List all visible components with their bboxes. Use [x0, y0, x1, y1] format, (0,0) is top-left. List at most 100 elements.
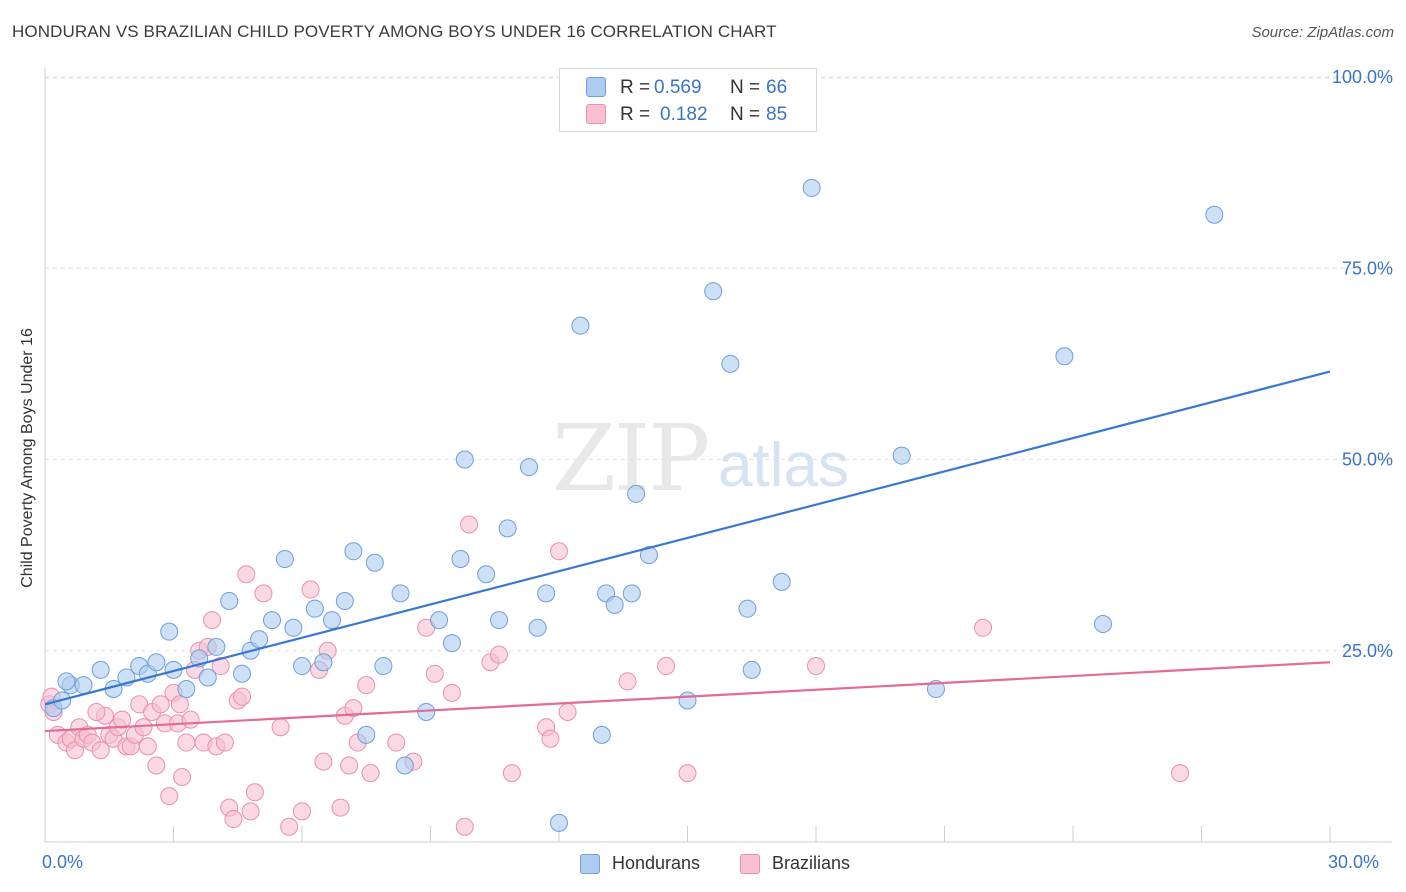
brazilian-point	[550, 542, 568, 561]
brazilian-point	[541, 729, 560, 748]
brazilian-point	[254, 584, 273, 603]
n-label: N =	[730, 77, 761, 98]
honduran-point	[220, 592, 239, 611]
y-tick-label: 75.0%	[1342, 258, 1393, 278]
honduran-point	[357, 725, 376, 744]
brazilian-point	[203, 611, 222, 630]
brazilian-point	[460, 515, 479, 534]
brazilian-point	[138, 737, 157, 756]
honduran-point	[892, 446, 911, 465]
brazilian-point	[490, 645, 509, 664]
brazilian-point	[807, 657, 825, 676]
honduran-point	[391, 584, 410, 603]
honduran-point	[374, 657, 393, 676]
brazilian-point	[215, 733, 234, 752]
brazilian-point	[387, 733, 406, 752]
honduran-point	[520, 458, 539, 477]
y-tick-labels: 25.0% 50.0% 75.0% 100.0%	[1332, 67, 1393, 661]
hondurans-swatch	[580, 854, 600, 874]
honduran-point	[250, 630, 269, 649]
honduran-point	[455, 450, 474, 469]
n-label: N =	[730, 104, 761, 125]
brazilian-point	[233, 687, 252, 706]
honduran-point	[160, 622, 179, 641]
legend-row-hondurans: R = 0.569 N = 66	[560, 73, 816, 101]
brazilian-point	[113, 710, 132, 729]
r-value: 0.182	[660, 104, 708, 125]
hondurans-swatch	[586, 77, 606, 97]
honduran-point	[528, 618, 547, 637]
brazilian-point	[91, 741, 110, 760]
honduran-point	[772, 572, 791, 591]
honduran-point	[293, 657, 311, 676]
source-label: Source: ZipAtlas.com	[1251, 24, 1394, 41]
brazilian-point	[657, 657, 676, 676]
honduran-point	[742, 660, 761, 679]
legend-row-brazilians: R = 0.182 N = 85	[560, 100, 816, 128]
brazilian-point	[314, 752, 333, 771]
honduran-point	[344, 542, 363, 561]
honduran-point	[314, 653, 333, 672]
brazilian-point	[502, 764, 521, 783]
brazilian-point	[280, 817, 299, 836]
brazilian-point	[974, 618, 993, 637]
x-tick-marks	[173, 826, 1331, 842]
honduran-point	[147, 653, 166, 672]
honduran-point	[263, 611, 282, 630]
honduran-point	[365, 553, 384, 572]
brazilian-point	[558, 702, 577, 721]
honduran-point	[395, 756, 414, 775]
honduran-point	[678, 691, 697, 710]
r-label: R =	[620, 104, 651, 125]
honduran-point	[1205, 205, 1224, 224]
brazilian-point	[147, 756, 166, 775]
honduran-point	[198, 668, 217, 687]
hondurans-trend-line	[44, 370, 1331, 706]
brazilians-swatch	[740, 854, 760, 874]
brazilian-point	[442, 683, 461, 702]
honduran-point	[802, 178, 821, 197]
honduran-point	[627, 484, 646, 503]
brazilian-point	[425, 664, 444, 683]
brazilian-point	[340, 756, 359, 775]
hondurans-points	[44, 178, 1224, 832]
watermark-atlas: atlas	[718, 431, 849, 500]
honduran-point	[91, 660, 110, 679]
honduran-point	[704, 282, 723, 301]
brazilian-point	[87, 702, 106, 721]
honduran-point	[639, 546, 658, 565]
brazilian-point	[177, 733, 196, 752]
r-value: 0.569	[654, 77, 702, 98]
n-value: 66	[766, 77, 788, 98]
legend-label: Brazilians	[772, 853, 851, 873]
r-label: R =	[620, 77, 651, 98]
trend-lines	[44, 370, 1331, 733]
brazilian-point	[293, 802, 311, 821]
brazilian-point	[245, 783, 264, 802]
brazilian-point	[134, 718, 153, 737]
honduran-point	[477, 565, 496, 584]
brazilian-point	[357, 676, 376, 695]
x-tick-label-min: 0.0%	[42, 852, 84, 872]
honduran-point	[322, 611, 341, 630]
honduran-point	[430, 611, 449, 630]
legend-label: Hondurans	[612, 853, 701, 873]
brazilian-point	[151, 695, 170, 714]
brazilian-point	[271, 718, 290, 737]
y-tick-label: 25.0%	[1342, 641, 1393, 661]
honduran-point	[622, 584, 641, 603]
honduran-point	[1055, 347, 1074, 366]
honduran-point	[284, 618, 303, 637]
honduran-point	[207, 637, 226, 656]
honduran-point	[233, 664, 252, 683]
x-tick-label-max: 30.0%	[1328, 852, 1380, 872]
honduran-point	[177, 680, 196, 698]
brazilian-point	[301, 580, 320, 599]
brazilians-trend-line	[44, 661, 1331, 733]
brazilian-point	[455, 817, 474, 836]
honduran-point	[1093, 614, 1112, 633]
brazilian-point	[678, 764, 697, 783]
honduran-point	[490, 611, 509, 630]
honduran-point	[57, 672, 76, 691]
honduran-point	[498, 519, 517, 538]
